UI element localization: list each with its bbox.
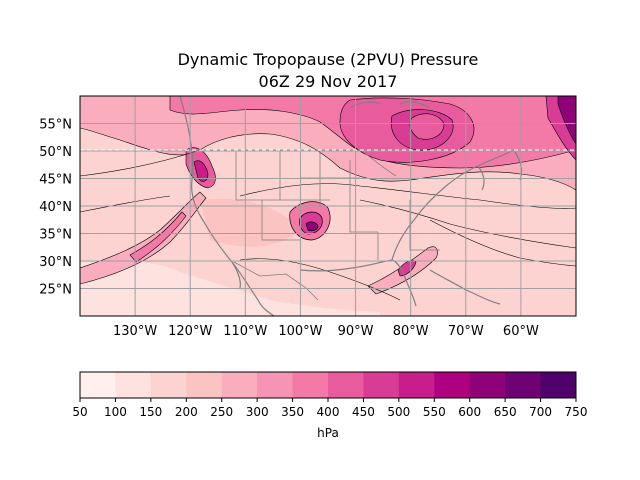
colorbar-tick-label: 500 (387, 405, 410, 419)
colorbar-tick-label: 100 (104, 405, 127, 419)
colorbar-cell (115, 372, 152, 398)
colorbar: 50 100 150 200 250 300 350 400 450 500 550 600 650 70… (72, 371, 588, 440)
colorbar-cell (292, 372, 329, 398)
map-frame (79, 95, 577, 317)
colorbar-tick-label: 550 (423, 405, 446, 419)
lon-tick-label: 120°W (168, 324, 212, 339)
chart-title: Dynamic Tropopause (2PVU) Pressure (177, 50, 479, 69)
colorbar-tick-label: 300 (246, 405, 269, 419)
borders (204, 149, 440, 301)
field-cutoff-low-core (305, 221, 319, 232)
colorbar-tick-label: 250 (210, 405, 233, 419)
colorbar-cell (150, 372, 187, 398)
colorbar-tick-label: 750 (565, 405, 588, 419)
colorbar-tick-label: 700 (529, 405, 552, 419)
map-plot-area: 55°N50°N45°N40°N35°N30°N25°N 130°W 120°W 1… (39, 95, 577, 339)
colorbar-tick-label: 400 (317, 405, 340, 419)
lat-tick-label: 30°N (39, 255, 72, 270)
lon-tick-label: 60°W (503, 324, 539, 339)
colorbar-cell (540, 372, 577, 398)
lon-tick-label: 90°W (338, 324, 374, 339)
lon-tick-label: 110°W (223, 324, 267, 339)
field-pnw-cut-core (193, 160, 209, 182)
lat-tick-label: 55°N (39, 118, 72, 133)
lon-tick-label: 70°W (448, 324, 484, 339)
colorbar-cell (221, 372, 258, 398)
field-low-west (80, 298, 240, 316)
colorbar-tick-label: 650 (494, 405, 517, 419)
chart-subtitle: 06Z 29 Nov 2017 (258, 72, 398, 91)
lat-tick-label: 50°N (39, 145, 72, 160)
colorbar-tick-label: 150 (139, 405, 162, 419)
field-jet-southwest-core (129, 211, 187, 263)
lat-tick-label: 35°N (39, 228, 72, 243)
colorbar-cell (434, 372, 471, 398)
colorbar-label: hPa (317, 426, 339, 440)
lat-tick-label: 45°N (39, 173, 72, 188)
colorbar-cell (398, 372, 435, 398)
colorbar-cell (363, 372, 400, 398)
longitude-labels: 130°W 120°W 110°W 100°W 90°W 80°W 70°W 60°W (113, 324, 539, 339)
colorbar-cell (186, 372, 223, 398)
lon-tick-label: 130°W (113, 324, 157, 339)
latitude-labels: 55°N 50°N 45°N 40°N 35°N 30°N 25°N (39, 118, 72, 298)
lat-tick-label: 40°N (39, 200, 72, 215)
lat-tick-label: 25°N (39, 283, 72, 298)
colorbar-tick-label: 50 (72, 405, 87, 419)
colorbar-tick-label: 350 (281, 405, 304, 419)
lon-tick-label: 80°W (393, 324, 429, 339)
colorbar-cell (469, 372, 506, 398)
map-gridlines (80, 96, 576, 316)
colorbar-tick-label: 200 (175, 405, 198, 419)
colorbar-tick-label: 450 (352, 405, 375, 419)
colorbar-cell (80, 372, 116, 398)
field-low-central (200, 198, 300, 247)
lon-tick-label: 100°W (278, 324, 322, 339)
colorbar-cell (257, 372, 294, 398)
colorbar-tick-label: 600 (458, 405, 481, 419)
colorbar-cell (328, 372, 364, 398)
colorbar-cell (505, 372, 542, 398)
